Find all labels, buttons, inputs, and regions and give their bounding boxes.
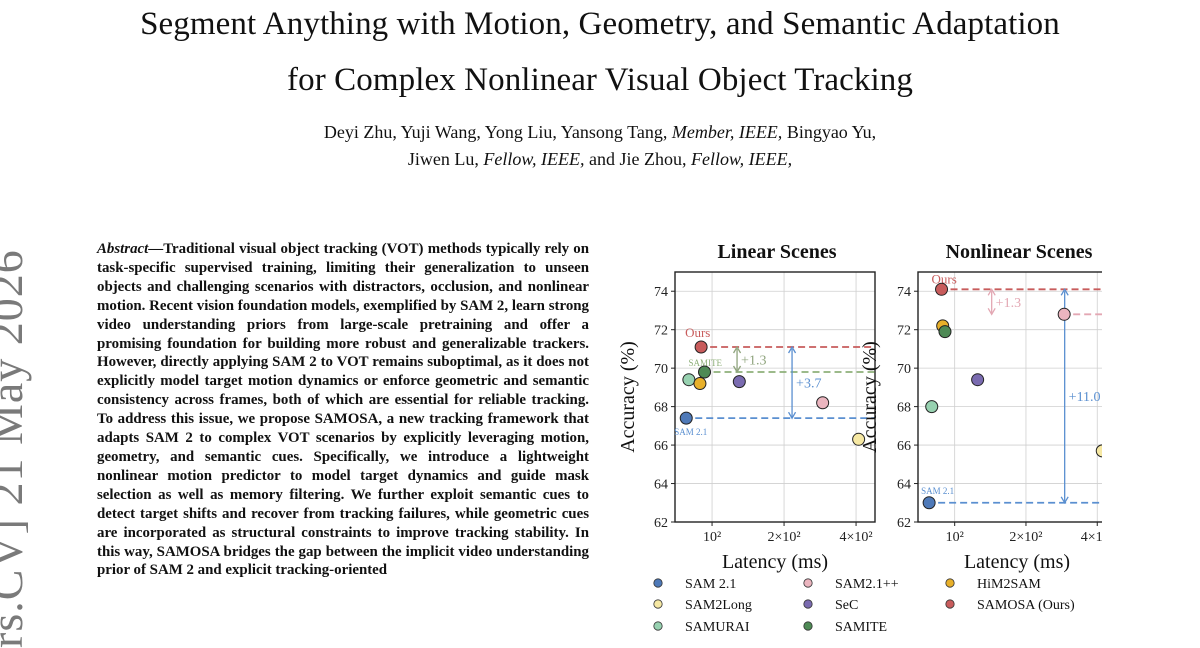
chart-panel-1: Linear Scenes 62 64 66 68 70 72 74 10² 2×10² 4×10²… <box>617 241 876 573</box>
y-tick-label: 70 <box>654 362 668 377</box>
x-tick-label: 4×10² <box>840 530 873 545</box>
legend-marker <box>653 621 663 631</box>
gain-label: +3.7 <box>796 377 821 392</box>
y-tick-label: 66 <box>897 439 911 454</box>
x-tick-label: 4×10² <box>1081 530 1102 545</box>
y-tick-label: 68 <box>897 401 911 416</box>
y-tick-label: 72 <box>897 324 911 339</box>
reference-label: Ours <box>685 325 710 340</box>
y-tick-label: 64 <box>897 478 911 493</box>
author-role: Fellow, IEEE, <box>690 149 793 169</box>
abstract: Abstract—Traditional visual object track… <box>97 240 589 580</box>
data-point <box>852 432 866 446</box>
y-tick-label: 62 <box>897 516 911 531</box>
chart-title: Nonlinear Scenes <box>946 241 1093 263</box>
arxiv-side-stamp: rs.CV] 21 May 2026 <box>0 249 32 648</box>
y-axis-label: Accuracy (%) <box>859 341 881 453</box>
y-tick-label: 64 <box>654 478 668 493</box>
legend-label: SAM 2.1 <box>685 577 736 592</box>
reference-label: SAM 2.1 <box>921 486 954 496</box>
author-names: Deyi Zhu, Yuji Wang, Yong Liu, Yansong T… <box>323 122 672 142</box>
chart-panel-2: Nonlinear Scenes 62 64 66 68 70 72 74 10² 2×10² 4×… <box>859 241 1102 573</box>
x-axis-label: Latency (ms) <box>964 551 1070 573</box>
data-point <box>971 373 985 387</box>
legend-marker <box>803 599 813 609</box>
data-point <box>922 496 936 510</box>
author-names: Jiwen Lu, <box>407 149 484 169</box>
legend-marker <box>803 578 813 588</box>
x-tick-label: 2×10² <box>768 530 801 545</box>
data-point <box>938 325 952 339</box>
legend-marker <box>945 599 955 609</box>
legend-label: SAMOSA (Ours) <box>977 598 1075 613</box>
y-tick-label: 74 <box>654 285 668 300</box>
chart-legend: SAM 2.1 SAM2.1++ HiM2SAM SAM2Long SeC SAMOSA … <box>653 577 1075 635</box>
data-point <box>816 396 830 410</box>
gain-arrowhead <box>787 411 797 420</box>
y-tick-label: 72 <box>654 324 668 339</box>
x-tick-label: 2×10² <box>1009 530 1042 545</box>
legend-label: SeC <box>835 598 858 613</box>
reference-label: SAM 2.1 <box>674 427 707 437</box>
legend-marker <box>945 578 955 588</box>
reference-label: Ours <box>932 271 957 286</box>
data-point <box>925 400 939 414</box>
author-line-2: Jiwen Lu, Fellow, IEEE, and Jie Zhou, Fe… <box>0 149 1200 170</box>
abstract-heading: Abstract <box>97 241 149 257</box>
data-point <box>732 375 746 389</box>
x-axis-label: Latency (ms) <box>722 551 828 573</box>
paper-title-line-2: for Complex Nonlinear Visual Object Trac… <box>287 62 913 98</box>
x-tick-label: 10² <box>703 530 721 545</box>
gain-arrowhead <box>732 345 742 354</box>
author-role: Member, IEEE, <box>671 122 783 142</box>
plot-frame <box>917 271 1102 523</box>
legend-label: SAM2.1++ <box>835 577 899 592</box>
author-names: Bingyao Yu, <box>782 122 877 142</box>
gain-label: +1.3 <box>996 296 1021 311</box>
gain-arrowhead <box>987 307 996 316</box>
data-point <box>693 377 707 391</box>
author-names: and Jie Zhou, <box>584 149 691 169</box>
abstract-body: —Traditional visual object tracking (VOT… <box>97 241 589 579</box>
data-point <box>682 373 696 387</box>
author-role: Fellow, IEEE, <box>483 149 585 169</box>
legend-label: SAMITE <box>835 620 887 635</box>
legend-marker <box>653 599 663 609</box>
data-point <box>698 365 712 379</box>
legend-label: SAMURAI <box>685 620 750 635</box>
paper-title-line-1: Segment Anything with Motion, Geometry, … <box>140 6 1060 42</box>
gain-arrowhead <box>787 345 797 354</box>
y-tick-label: 68 <box>654 401 668 416</box>
plot-frame <box>674 271 876 523</box>
data-point <box>1057 307 1071 321</box>
y-tick-label: 62 <box>654 516 668 531</box>
legend-label: HiM2SAM <box>977 577 1041 592</box>
legend-marker <box>653 578 663 588</box>
author-line-1: Deyi Zhu, Yuji Wang, Yong Liu, Yansong T… <box>0 122 1200 143</box>
legend-marker <box>803 621 813 631</box>
gain-arrowhead <box>987 288 996 296</box>
gain-label: +1.3 <box>741 354 766 369</box>
y-axis-label: Accuracy (%) <box>617 341 639 453</box>
gain-label: +11.0 <box>1069 390 1101 405</box>
gain-arrowhead <box>1060 496 1069 505</box>
data-point <box>935 282 949 296</box>
figure-latency-accuracy: Linear Scenes 62 64 66 68 70 72 74 10² 2×10² 4×10²… <box>617 241 1102 635</box>
reference-label: SAMITE <box>689 358 723 368</box>
y-tick-label: 74 <box>897 285 911 300</box>
gain-arrowhead <box>1060 288 1069 296</box>
y-tick-label: 70 <box>897 362 911 377</box>
legend-label: SAM2Long <box>685 598 752 613</box>
y-tick-label: 66 <box>654 439 668 454</box>
gain-arrowhead <box>732 365 742 374</box>
data-point <box>679 411 693 425</box>
chart-title: Linear Scenes <box>717 241 836 263</box>
data-point <box>694 340 708 354</box>
x-tick-label: 10² <box>946 530 964 545</box>
data-point <box>1095 444 1102 458</box>
